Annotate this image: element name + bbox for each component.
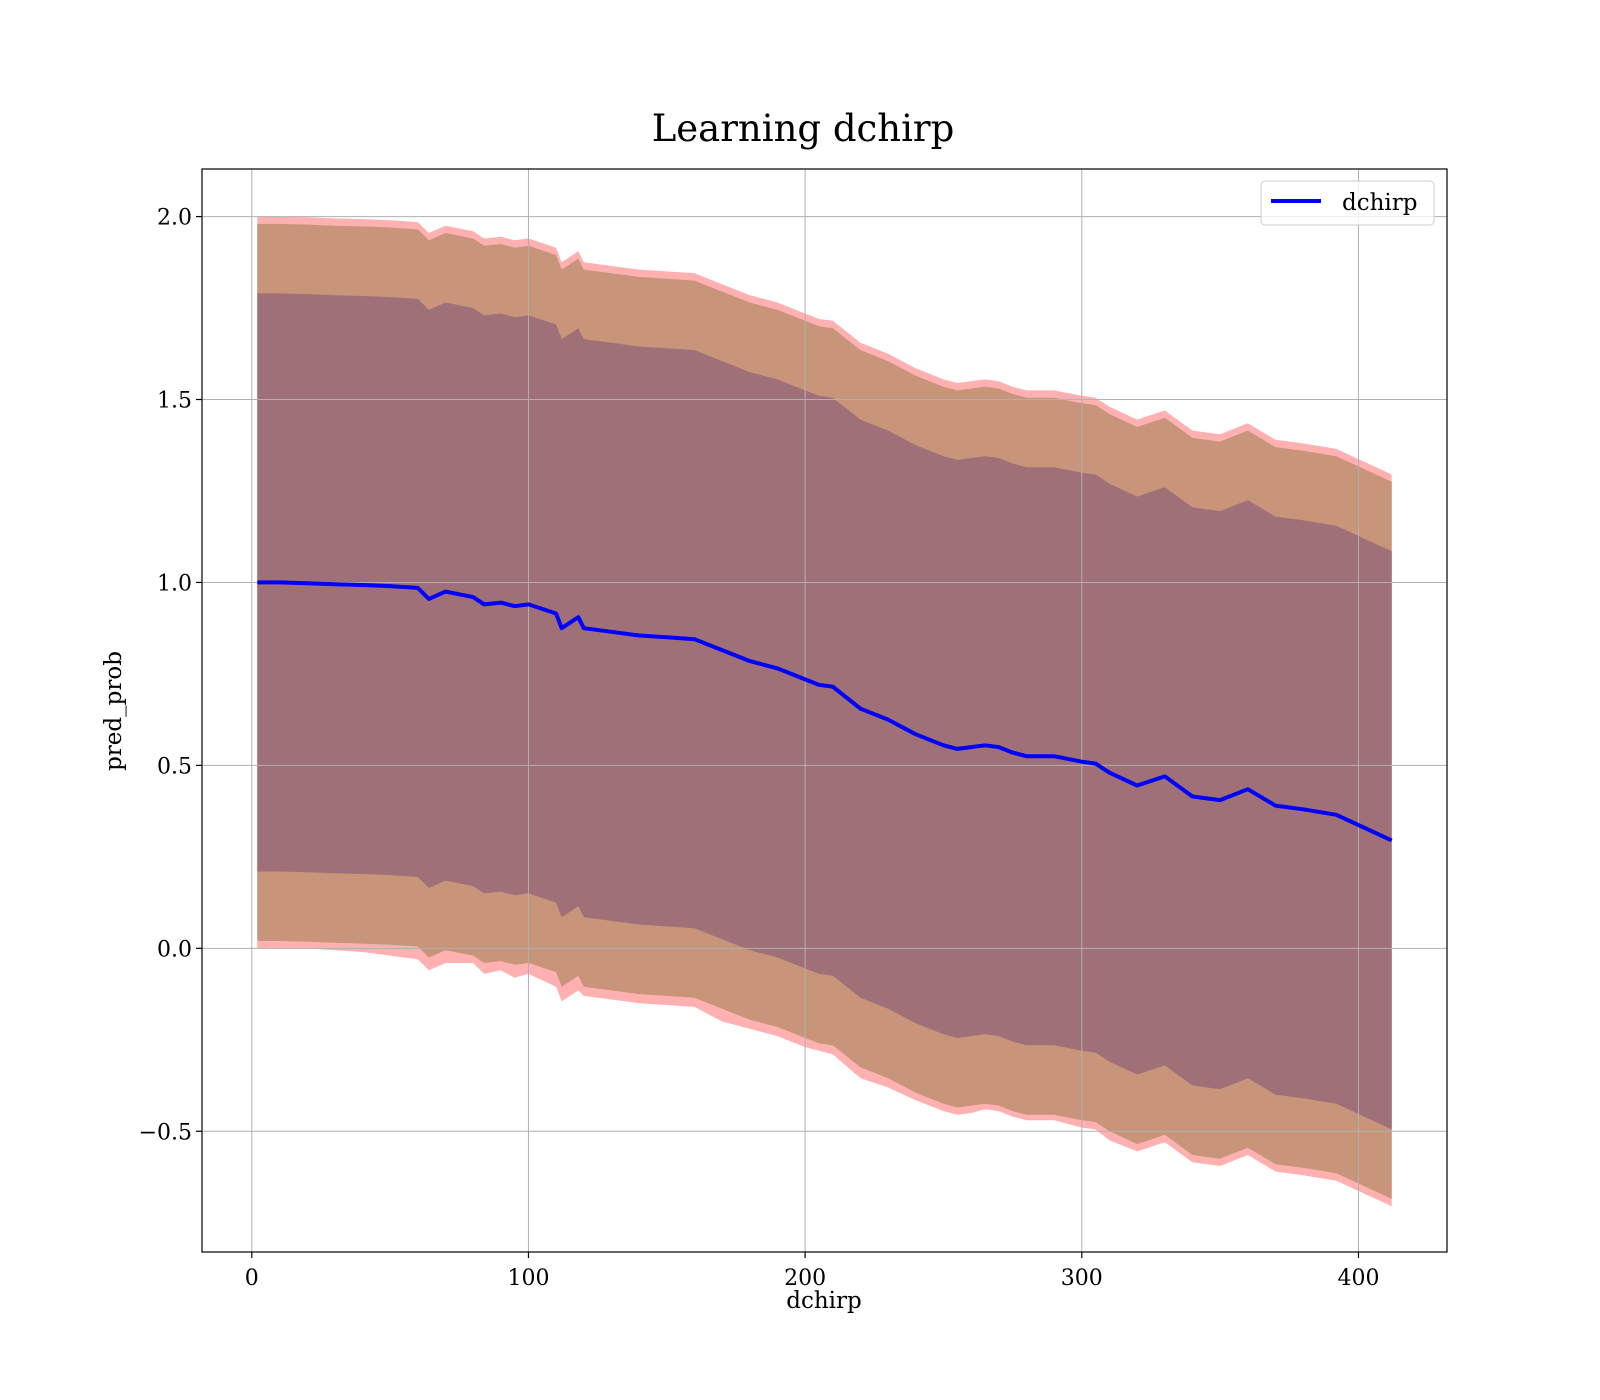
grid xyxy=(202,169,1447,1252)
x-tick-label: 0 xyxy=(245,1266,259,1291)
series-lines xyxy=(257,580,1393,843)
chart-title: Learning dchirp xyxy=(652,107,955,150)
y-tick-label: 0.5 xyxy=(157,754,192,779)
x-axis-label: dchirp xyxy=(786,1288,862,1314)
x-tick-label: 100 xyxy=(507,1266,549,1291)
plot-area-frame xyxy=(201,168,1448,1253)
confidence-bands xyxy=(257,216,1392,1207)
x-tick-label: 400 xyxy=(1337,1266,1379,1291)
legend-box xyxy=(1260,180,1435,226)
series-line-dchirp xyxy=(257,580,1393,843)
x-tick-label: 200 xyxy=(784,1266,826,1291)
y-tick-label: −0.5 xyxy=(139,1120,192,1145)
y-tick-label: 1.0 xyxy=(157,571,192,596)
legend: dchirp xyxy=(1260,180,1435,226)
y-tick-label: 1.5 xyxy=(157,389,192,414)
y-axis-label: pred_prob xyxy=(101,651,127,771)
y-tick-label: 2.0 xyxy=(157,206,192,231)
band-inner xyxy=(257,293,1392,1130)
axis-ticks: 0 100 200 300 400 −0.5 0.0 0.5 1.0 1.5 2.0 xyxy=(139,206,1380,1291)
x-tick-label: 300 xyxy=(1061,1266,1103,1291)
y-tick-label: 0.0 xyxy=(157,937,192,962)
legend-label: dchirp xyxy=(1342,190,1418,216)
